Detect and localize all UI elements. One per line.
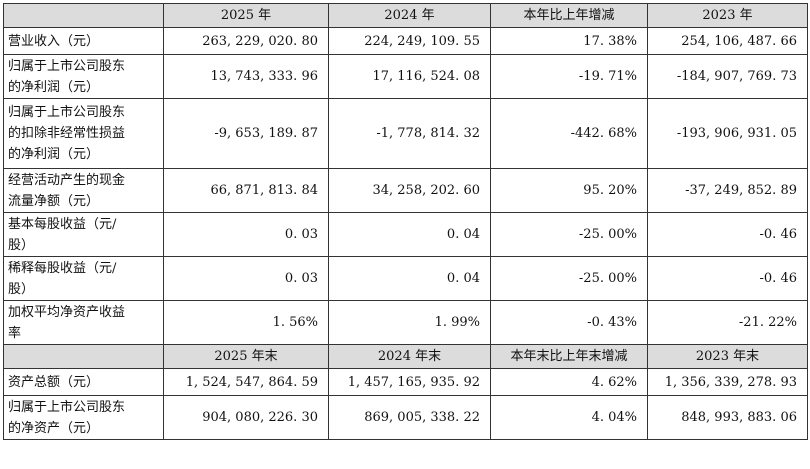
row-label-line: 股） (8, 237, 35, 253)
subheader-year-end-2024: 2024 年末 (328, 344, 491, 369)
cell-value: 34, 258, 202. 60 (328, 168, 491, 213)
table-row: 归属于上市公司股东 的扣除非经常性损益 的净利润（元） -9, 653, 189… (3, 98, 808, 169)
cell-value: 1. 56% (163, 300, 329, 345)
row-label-line: 的净利润（元） (8, 79, 100, 95)
header-year-2025: 2025 年 (163, 3, 329, 28)
cell-value: 17. 38% (490, 27, 648, 55)
row-label-total-assets: 资产总额（元） (3, 368, 164, 396)
cell-value: -1, 778, 814. 32 (328, 98, 491, 169)
row-label-line: 的净利润（元） (8, 147, 100, 162)
cell-value: 17, 116, 524. 08 (328, 54, 491, 99)
table-subheader-row: 2025 年末 2024 年末 本年末比上年末增减 2023 年末 (3, 344, 808, 369)
cell-value: -19. 71% (490, 54, 648, 99)
table-header-row: 2025 年 2024 年 本年比上年增减 2023 年 (3, 3, 808, 28)
row-label-net-assets: 归属于上市公司股东 的净资产（元） (3, 395, 164, 440)
row-label-revenue: 营业收入（元） (3, 27, 164, 55)
cell-value: -25. 00% (490, 256, 648, 301)
table-row: 稀释每股收益（元/ 股） 0. 03 0. 04 -25. 00% -0. 46 (3, 256, 808, 301)
cell-value: 1, 356, 339, 278. 93 (647, 368, 808, 396)
cell-value: 904, 080, 226. 30 (163, 395, 329, 440)
row-label-line: 归属于上市公司股东 (8, 58, 126, 74)
header-year-2024: 2024 年 (328, 3, 491, 28)
row-label-line: 基本每股收益（元/ (8, 216, 117, 232)
cell-value: -442. 68% (490, 98, 648, 169)
table-row: 经营活动产生的现金 流量净额（元） 66, 871, 813. 84 34, 2… (3, 168, 808, 213)
row-label-line: 稀释每股收益（元/ (8, 260, 117, 276)
cell-value: 869, 005, 338. 22 (328, 395, 491, 440)
cell-value: -0. 43% (490, 300, 648, 345)
financial-summary-table: 2025 年 2024 年 本年比上年增减 2023 年 营业收入（元） 263… (3, 3, 808, 440)
cell-value: 1. 99% (328, 300, 491, 345)
row-label-diluted-eps: 稀释每股收益（元/ 股） (3, 256, 164, 301)
header-year-2023: 2023 年 (647, 3, 808, 28)
cell-value: 1, 457, 165, 935. 92 (328, 368, 491, 396)
row-label-line: 的净资产（元） (8, 420, 100, 436)
subheader-year-end-2023: 2023 年末 (647, 344, 808, 369)
subheader-corner-cell (3, 344, 164, 369)
cell-value: -9, 653, 189. 87 (163, 98, 329, 169)
table-row: 加权平均净资产收益 率 1. 56% 1. 99% -0. 43% -21. 2… (3, 300, 808, 345)
row-label-net-profit: 归属于上市公司股东 的净利润（元） (3, 54, 164, 99)
row-label-line: 股） (8, 281, 35, 297)
cell-value: -0. 46 (647, 212, 808, 257)
row-label-line: 流量净额（元） (8, 193, 100, 209)
cell-value: -25. 00% (490, 212, 648, 257)
cell-value: 0. 04 (328, 256, 491, 301)
cell-value: 848, 993, 883. 06 (647, 395, 808, 440)
cell-value: 4. 04% (490, 395, 648, 440)
cell-value: 13, 743, 333. 96 (163, 54, 329, 99)
cell-value: 4. 62% (490, 368, 648, 396)
cell-value: 66, 871, 813. 84 (163, 168, 329, 213)
row-label-operating-cash-flow: 经营活动产生的现金 流量净额（元） (3, 168, 164, 213)
subheader-yoy-end-change: 本年末比上年末增减 (490, 344, 648, 369)
row-label-line: 归属于上市公司股东 (8, 399, 126, 415)
cell-value: -193, 906, 931. 05 (647, 98, 808, 169)
row-label-net-profit-excl-nonrecurring: 归属于上市公司股东 的扣除非经常性损益 的净利润（元） (3, 98, 164, 169)
cell-value: -184, 907, 769. 73 (647, 54, 808, 99)
row-label-line: 营业收入（元） (8, 33, 100, 49)
row-label-basic-eps: 基本每股收益（元/ 股） (3, 212, 164, 257)
row-label-line: 归属于上市公司股东 (8, 105, 126, 120)
table-row: 归属于上市公司股东 的净利润（元） 13, 743, 333. 96 17, 1… (3, 54, 808, 99)
cell-value: 224, 249, 109. 55 (328, 27, 491, 55)
row-label-line: 资产总额（元） (8, 374, 100, 390)
row-label-line: 率 (8, 325, 22, 341)
cell-value: 0. 03 (163, 212, 329, 257)
cell-value: 263, 229, 020. 80 (163, 27, 329, 55)
cell-value: -21. 22% (647, 300, 808, 345)
cell-value: 95. 20% (490, 168, 648, 213)
row-label-weighted-roe: 加权平均净资产收益 率 (3, 300, 164, 345)
cell-value: -37, 249, 852. 89 (647, 168, 808, 213)
table-row: 基本每股收益（元/ 股） 0. 03 0. 04 -25. 00% -0. 46 (3, 212, 808, 257)
cell-value: -0. 46 (647, 256, 808, 301)
cell-value: 254, 106, 487. 66 (647, 27, 808, 55)
row-label-line: 加权平均净资产收益 (8, 304, 126, 320)
table-row: 归属于上市公司股东 的净资产（元） 904, 080, 226. 30 869,… (3, 395, 808, 440)
cell-value: 0. 04 (328, 212, 491, 257)
row-label-line: 的扣除非经常性损益 (8, 126, 126, 141)
table-row: 资产总额（元） 1, 524, 547, 864. 59 1, 457, 165… (3, 368, 808, 396)
header-corner-cell (3, 3, 164, 28)
subheader-year-end-2025: 2025 年末 (163, 344, 329, 369)
header-yoy-change: 本年比上年增减 (490, 3, 648, 28)
cell-value: 1, 524, 547, 864. 59 (163, 368, 329, 396)
row-label-line: 经营活动产生的现金 (8, 172, 126, 188)
cell-value: 0. 03 (163, 256, 329, 301)
table-row: 营业收入（元） 263, 229, 020. 80 224, 249, 109.… (3, 27, 808, 55)
